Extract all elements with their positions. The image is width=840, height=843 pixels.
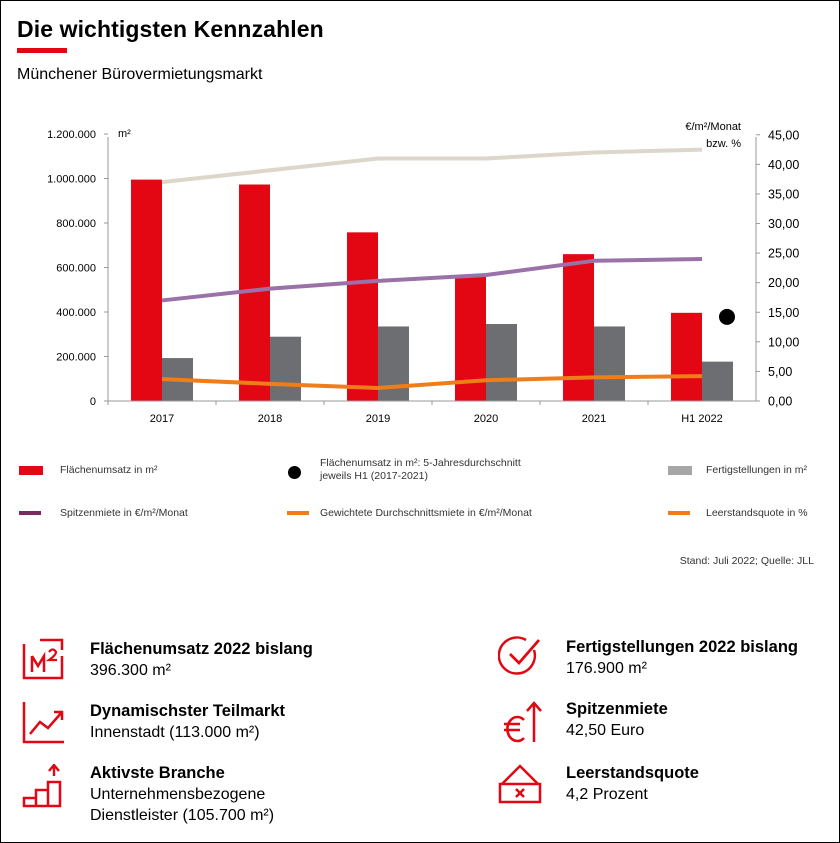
legend-swatch-fertigstellungen: [668, 466, 692, 475]
legend-swatch-flaechenumsatz: [19, 466, 43, 475]
legend-label-fertigstellungen: Fertigstellungen in m²: [706, 464, 807, 476]
m2-icon: [22, 638, 64, 680]
kennzahlen-chart: 0 200.000 400.000 600.000 800.000 1.000.000 1.…: [47, 121, 799, 425]
x-tick-label: 2021: [582, 413, 606, 425]
y-right-tick-label: 35,00: [768, 187, 799, 201]
line-spitzenmiete: [161, 257, 703, 303]
bar-flaechenumsatz: [131, 179, 162, 401]
kpi-leerstand: Leerstandsquote 4,2 Prozent: [498, 762, 828, 812]
y-left-tick-label: 400.000: [56, 307, 96, 319]
line-durchschnittsmiete: [161, 147, 703, 185]
point-5jahresdurchschnitt: [719, 308, 735, 325]
kpi-head-spitzenmiete: Spitzenmiete: [566, 700, 668, 718]
bar-fertigstellungen: [702, 361, 733, 401]
kpi-value-teilmarkt: Innenstadt (113.000 m²): [90, 724, 260, 741]
y-left-tick-label: 800.000: [56, 218, 96, 230]
bar-flaechenumsatz: [671, 312, 702, 401]
title-accent-bar: [17, 48, 67, 53]
legend-label-avg-line2: jeweils H1 (2017-2021): [320, 470, 428, 482]
legend-label-leerstand: Leerstandsquote in %: [706, 507, 808, 519]
x-tick-label: 2017: [150, 413, 174, 425]
kpi-teilmarkt: Dynamischster Teilmarkt Innenstadt (113.…: [22, 700, 422, 750]
legend-swatch-leerstand: [668, 511, 690, 515]
y-right-tick-label: 40,00: [768, 158, 799, 172]
y-right-tick-label: 30,00: [768, 217, 799, 231]
bar-fertigstellungen: [270, 336, 301, 401]
y-right-tick-label: 45,00: [768, 128, 799, 142]
y-left-tick-label: 1.200.000: [47, 129, 96, 141]
check-circle-icon: [498, 636, 541, 675]
kpi-fertigstellungen: Fertigstellungen 2022 bislang 176.900 m²: [498, 634, 828, 684]
legend-label-5jahresdurchschnitt: Flächenumsatz in m²: 5-Jahresdurchschnit…: [320, 457, 521, 483]
y-left-tick-label: 600.000: [56, 263, 96, 275]
x-tick-label: 2019: [366, 413, 390, 425]
axes-group: 0 200.000 400.000 600.000 800.000 1.000.000 1.…: [47, 121, 799, 425]
bar-flaechenumsatz: [347, 232, 378, 401]
kpi-spitzenmiete: Spitzenmiete 42,50 Euro: [498, 700, 828, 750]
legend-label-spitzenmiete: Spitzenmiete in €/m²/Monat: [60, 507, 188, 519]
legend-swatch-spitzenmiete: [19, 511, 41, 515]
bar-fertigstellungen: [378, 326, 409, 401]
legend-swatch-durchschnittsmiete: [287, 511, 309, 515]
kpi-value-fertigstellungen: 176.900 m²: [566, 660, 647, 677]
y-right-tick-label: 20,00: [768, 276, 799, 290]
kpi-value-leerstand: 4,2 Prozent: [566, 786, 648, 803]
kpi-head-branche: Aktivste Branche: [90, 764, 225, 782]
source-note: Stand: Juli 2022; Quelle: JLL: [679, 555, 814, 567]
kpi-head-fertigstellungen: Fertigstellungen 2022 bislang: [566, 638, 798, 656]
y-left-unit-label: m²: [118, 128, 131, 140]
y-right-tick-label: 15,00: [768, 306, 799, 320]
y-right-tick-label: 25,00: [768, 247, 799, 261]
x-tick-label: H1 2022: [681, 413, 723, 425]
bars-group: [131, 179, 733, 401]
bar-fertigstellungen: [486, 324, 517, 401]
y-right-unit-label-1: €/m²/Monat: [685, 121, 741, 133]
y-left-tick-label: 1.000.000: [47, 174, 96, 186]
lines-group: [161, 147, 735, 390]
line-leerstand: [161, 374, 703, 390]
stairs-up-icon: [22, 764, 62, 808]
kpi-head-teilmarkt: Dynamischster Teilmarkt: [90, 702, 286, 720]
legend-label-durchschnittsmiete: Gewichtete Durchschnittsmiete in €/m²/Mo…: [320, 507, 532, 519]
kpi-flaechenumsatz: Flächenumsatz 2022 bislang 396.300 m²: [22, 636, 422, 686]
y-left-tick-label: 200.000: [56, 352, 96, 364]
page-subtitle: Münchener Bürovermietungsmarkt: [17, 66, 263, 83]
y-right-unit-label-2: bzw. %: [706, 138, 741, 150]
x-tick-label: 2020: [474, 413, 498, 425]
kpi-head-flaechenumsatz: Flächenumsatz 2022 bislang: [90, 640, 313, 658]
y-left-tick-label: 0: [90, 396, 96, 408]
kpi-head-leerstand: Leerstandsquote: [566, 764, 699, 782]
kpi-value-flaechenumsatz: 396.300 m²: [90, 662, 171, 679]
legend-dot-5jahresdurchschnitt: [288, 466, 301, 479]
trend-chart-icon: [22, 702, 64, 744]
y-right-tick-label: 5,00: [768, 365, 792, 379]
euro-up-icon: [504, 701, 542, 743]
legend-label-avg-line1: Flächenumsatz in m²: 5-Jahresdurchschnit…: [320, 457, 521, 469]
bar-fertigstellungen: [594, 326, 625, 401]
legend-label-flaechenumsatz: Flächenumsatz in m²: [60, 464, 158, 476]
kpi-branche: Aktivste Branche Unternehmensbezogene Di…: [22, 764, 422, 834]
y-right-tick-label: 0,00: [768, 395, 792, 409]
page-title: Die wichtigsten Kennzahlen: [17, 16, 324, 42]
kpi-value-branche-line1: Unternehmensbezogene: [90, 786, 266, 803]
kpi-value-spitzenmiete: 42,50 Euro: [566, 722, 645, 739]
y-right-tick-label: 10,00: [768, 335, 799, 349]
kpi-value-branche-line2: Dienstleister (105.700 m²): [90, 807, 275, 824]
vacancy-sign-icon: [498, 764, 542, 804]
x-tick-label: 2018: [258, 413, 282, 425]
